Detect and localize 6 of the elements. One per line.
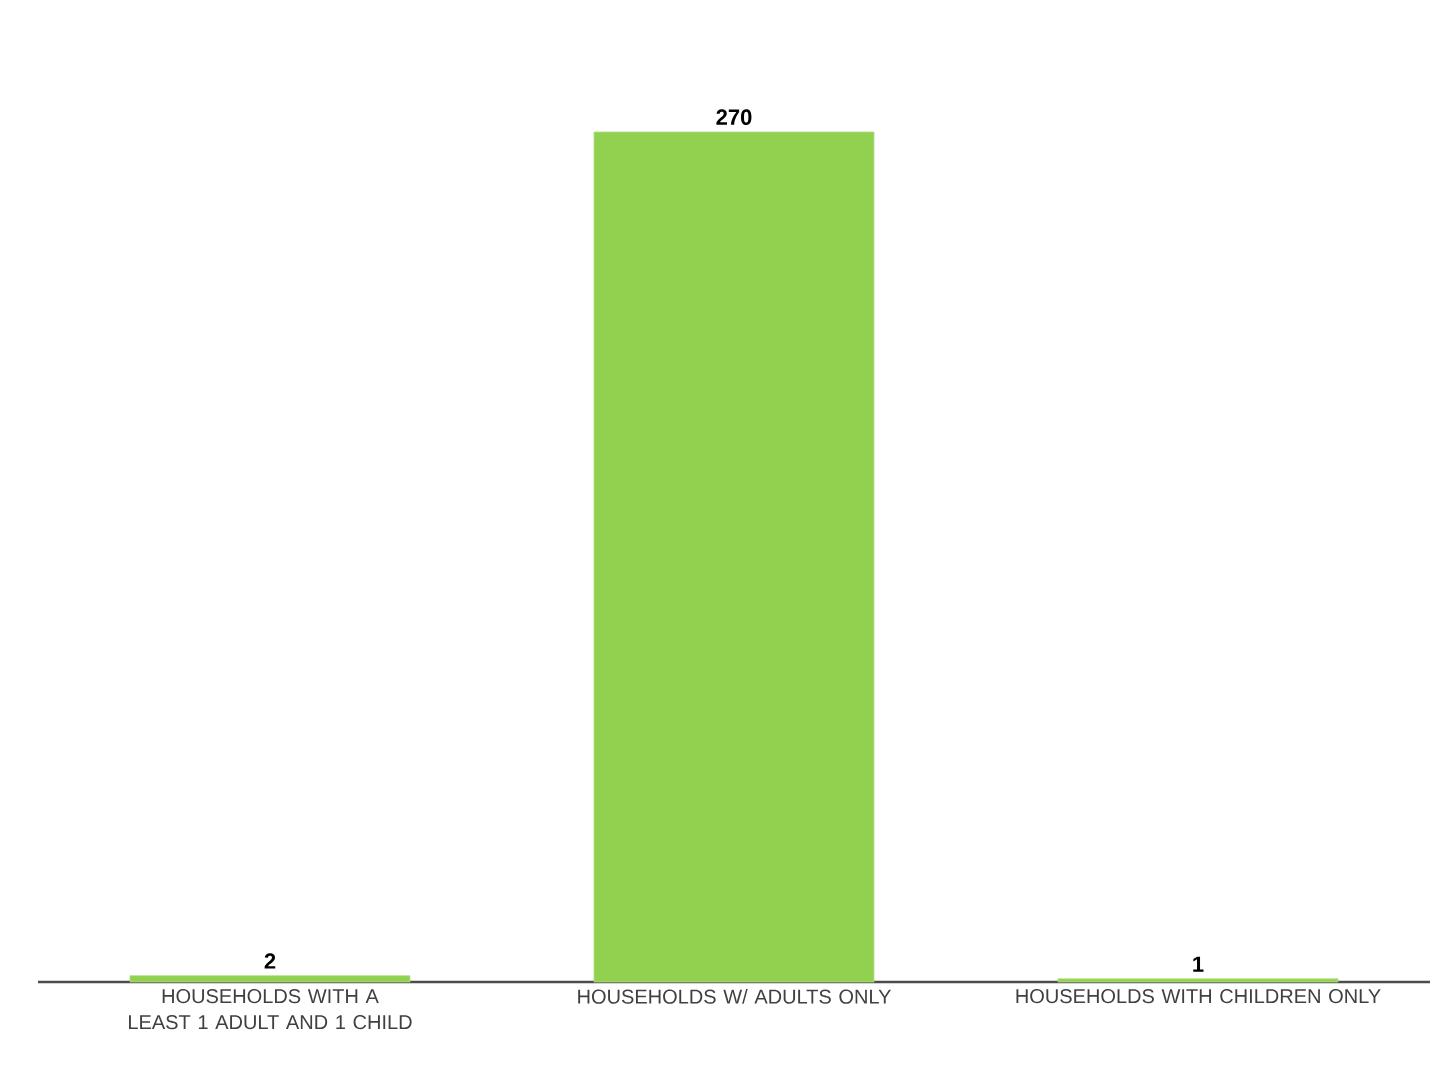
data-label: 2 xyxy=(264,953,276,969)
x-tick-label: HOUSEHOLDS WITH CHILDREN ONLY xyxy=(1016,989,1381,1004)
data-label: 270 xyxy=(716,109,752,125)
data-label: 1 xyxy=(1193,956,1204,972)
x-tick-label: HOUSEHOLDS W/ ADULTS ONLY xyxy=(578,989,892,1004)
x-tick-label: HOUSEHOLDS WITH A LEAST 1 ADULT AND 1 CHILD xyxy=(129,989,412,1030)
